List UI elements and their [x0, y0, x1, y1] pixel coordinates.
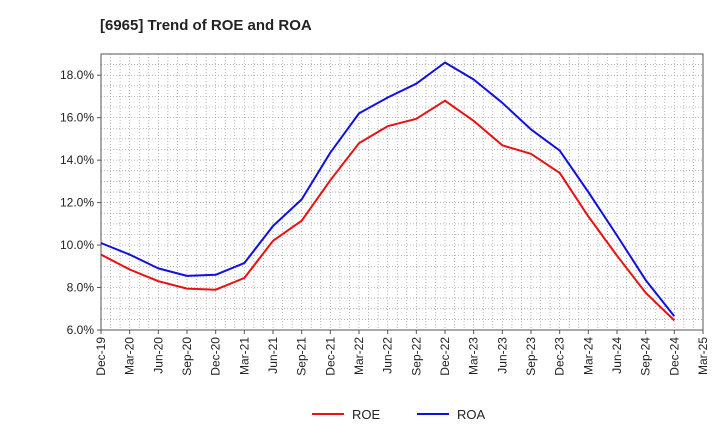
x-tick-label: Jun-23	[495, 337, 509, 374]
x-tick-label: Jun-20	[151, 337, 165, 374]
series-line-roe	[100, 99, 675, 322]
x-tick-label: Sep-24	[639, 337, 653, 376]
legend-label-roe: ROE	[352, 407, 381, 422]
chart-title: [6965] Trend of ROE and ROA	[100, 17, 312, 34]
x-axis-ticks: Dec-19 Mar-20 Jun-20 Sep-20 Dec-20 Mar-21 Jun-…	[94, 330, 710, 376]
y-tick-label: 14.0%	[60, 153, 94, 167]
y-tick-label: 18.0%	[60, 68, 94, 82]
legend: ROE ROA	[312, 407, 486, 422]
x-tick-label: Sep-23	[524, 337, 538, 376]
series-line-roa	[100, 61, 676, 317]
y-tick-label: 12.0%	[60, 196, 94, 210]
plot-frame	[100, 53, 704, 331]
x-tick-label: Jun-24	[610, 337, 624, 374]
y-tick-label: 16.0%	[60, 111, 94, 125]
x-tick-label: Mar-22	[352, 337, 366, 375]
x-tick-label: Dec-24	[667, 337, 681, 376]
grid	[101, 54, 703, 330]
y-axis-ticks: 6.0% 8.0% 10.0% 12.0% 14.0% 16.0% 18.0%	[60, 68, 101, 337]
legend-label-roa: ROA	[457, 407, 486, 422]
x-tick-label: Sep-22	[409, 337, 423, 376]
y-tick-label: 6.0%	[67, 323, 95, 337]
y-tick-label: 8.0%	[67, 281, 95, 295]
x-tick-label: Sep-21	[295, 337, 309, 376]
x-tick-label: Dec-23	[553, 337, 567, 376]
series-lines	[100, 61, 676, 322]
x-tick-label: Dec-22	[438, 337, 452, 376]
x-tick-label: Mar-23	[467, 337, 481, 375]
y-tick-label: 10.0%	[60, 238, 94, 252]
x-tick-label: Dec-20	[209, 337, 223, 376]
x-tick-label: Dec-21	[323, 337, 337, 376]
x-tick-label: Mar-25	[696, 337, 710, 375]
x-tick-label: Mar-20	[123, 337, 137, 375]
x-tick-label: Dec-19	[94, 337, 108, 376]
x-tick-label: Mar-21	[237, 337, 251, 375]
x-tick-label: Mar-24	[581, 337, 595, 375]
x-tick-label: Jun-22	[381, 337, 395, 374]
x-tick-label: Jun-21	[266, 337, 280, 374]
x-tick-label: Sep-20	[180, 337, 194, 376]
